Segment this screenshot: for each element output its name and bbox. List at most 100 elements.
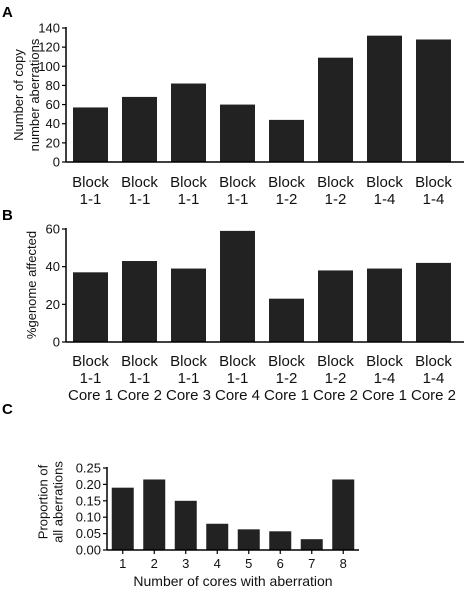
- y-tick-label: 0.00: [76, 543, 101, 558]
- y-axis-label: Proportion ofall aberrations: [36, 461, 66, 543]
- category-label-line: 4: [214, 556, 221, 571]
- category-label: Block 1-1 Core 1: [68, 353, 113, 404]
- category-label-line: Core 2: [117, 387, 162, 404]
- category-label: 2: [151, 556, 158, 571]
- bar-1: [73, 272, 108, 342]
- category-label-line: Block: [415, 174, 452, 191]
- category-label-line: Core 3: [166, 387, 211, 404]
- y-tick-label: 40: [46, 116, 60, 131]
- category-label-line: Block: [268, 174, 305, 191]
- category-label: Block 1-2: [317, 174, 354, 208]
- category-label-line: 2: [151, 556, 158, 571]
- y-tick-label: 100: [38, 59, 60, 74]
- y-tick-label: 0: [53, 335, 60, 350]
- category-label-line: 1-1: [178, 191, 200, 208]
- bar-5: [269, 298, 304, 342]
- bar-1: [111, 487, 134, 550]
- panel-label-a: A: [2, 4, 13, 21]
- category-label-line: 1-2: [325, 191, 347, 208]
- category-label-line: 1-1: [227, 191, 249, 208]
- category-label-line: 1-1: [129, 191, 151, 208]
- category-label-line: 1-4: [374, 370, 396, 387]
- y-tick-label: 20: [46, 135, 60, 150]
- y-tick-label: 0.05: [76, 526, 101, 541]
- category-label-line: Core 2: [313, 387, 358, 404]
- bar-2: [143, 479, 166, 550]
- category-label-line: 1-4: [423, 370, 445, 387]
- category-label-line: Block: [219, 174, 256, 191]
- category-label-line: 5: [245, 556, 252, 571]
- category-label: Block 1-1: [72, 174, 109, 208]
- category-label: 6: [277, 556, 284, 571]
- y-tick-label: 80: [46, 78, 60, 93]
- bar-2: [122, 261, 157, 342]
- y-axis-label: Number of copynumber aberrations: [11, 38, 42, 151]
- category-label-line: 1-2: [276, 191, 298, 208]
- y-axis-label-line: Proportion of: [36, 464, 51, 539]
- category-label-line: 1-4: [423, 191, 445, 208]
- category-label-line: 1-1: [80, 191, 102, 208]
- category-label-line: 6: [277, 556, 284, 571]
- category-label: Block 1-4: [415, 174, 452, 208]
- category-label-line: Block: [170, 174, 207, 191]
- category-label-line: Core 1: [362, 387, 407, 404]
- bar-4: [220, 104, 255, 162]
- y-tick-label: 0: [53, 155, 60, 170]
- category-label: 3: [182, 556, 189, 571]
- y-axis-label-line: %genome affected: [24, 231, 39, 339]
- category-label-line: Block: [121, 353, 158, 370]
- category-label: Block 1-2 Core 1: [264, 353, 309, 404]
- bar-7: [367, 268, 402, 342]
- y-axis-label: %genome affected: [24, 231, 39, 339]
- category-label-line: 1-1: [80, 370, 102, 387]
- y-tick-label: 60: [46, 97, 60, 112]
- bar-2: [122, 96, 157, 162]
- category-label: 1: [119, 556, 126, 571]
- category-label: Block 1-1: [219, 174, 256, 208]
- category-label-line: Block: [268, 353, 305, 370]
- y-tick-label: 20: [46, 297, 60, 312]
- category-label-line: Block: [121, 174, 158, 191]
- category-label-line: Block: [415, 353, 452, 370]
- bar-7: [300, 539, 323, 550]
- bar-1: [73, 107, 108, 162]
- bar-8: [416, 262, 451, 342]
- category-label-line: 8: [340, 556, 347, 571]
- category-label-line: Block: [317, 174, 354, 191]
- category-label-line: 1-4: [374, 191, 396, 208]
- category-label-line: 7: [308, 556, 315, 571]
- category-label-line: 1-2: [276, 370, 298, 387]
- category-label-line: Core 1: [68, 387, 113, 404]
- bar-5: [269, 119, 304, 162]
- category-label: 8: [340, 556, 347, 571]
- category-label-line: 1-2: [325, 370, 347, 387]
- bar-4: [206, 523, 229, 550]
- panel-c: C 0.00 0.050.10 0.150.200.25 1 2 3 4 5 6 7 8 Propor…: [2, 401, 359, 589]
- category-label-line: 1-1: [227, 370, 249, 387]
- bar-8: [416, 39, 451, 162]
- category-label-line: Block: [219, 353, 256, 370]
- bar-3: [171, 83, 206, 162]
- y-tick-label: 0.10: [76, 510, 101, 525]
- y-tick-label: 60: [46, 222, 60, 237]
- y-axis-label-line: number aberrations: [27, 38, 42, 151]
- x-axis-label: Number of cores with aberration: [133, 573, 332, 589]
- category-label-line: 1-1: [129, 370, 151, 387]
- category-label-line: Block: [317, 353, 354, 370]
- category-label: 5: [245, 556, 252, 571]
- category-label: Block 1-1: [121, 174, 158, 208]
- category-label: Block 1-1 Core 4: [215, 353, 260, 404]
- category-label: 4: [214, 556, 221, 571]
- category-label: Block 1-2: [268, 174, 305, 208]
- category-label-line: Block: [72, 174, 109, 191]
- bar-3: [171, 268, 206, 342]
- category-label-line: Block: [366, 174, 403, 191]
- bar-6: [318, 270, 353, 342]
- category-label: Block 1-1 Core 2: [117, 353, 162, 404]
- category-label-line: Block: [170, 353, 207, 370]
- bar-8: [332, 479, 355, 550]
- y-tick-label: 140: [38, 21, 60, 36]
